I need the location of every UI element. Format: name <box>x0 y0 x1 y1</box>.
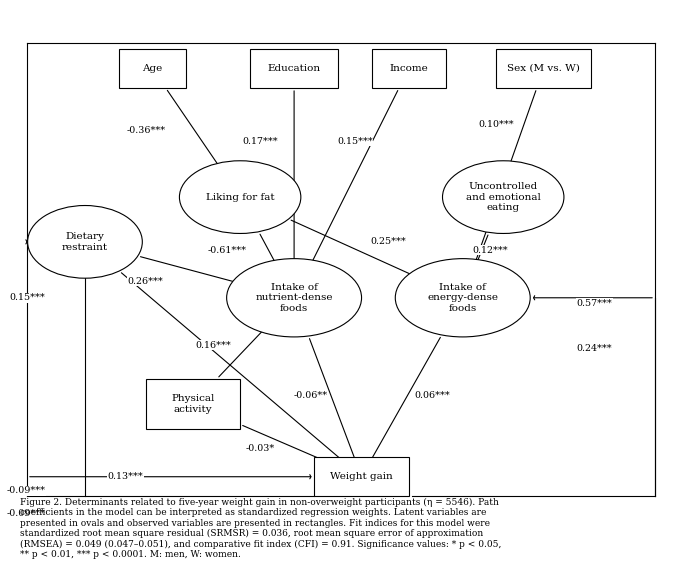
Ellipse shape <box>226 259 362 337</box>
Text: Sex (M vs. W): Sex (M vs. W) <box>507 64 580 73</box>
Ellipse shape <box>443 161 564 233</box>
FancyBboxPatch shape <box>119 49 186 88</box>
Text: 0.26***: 0.26*** <box>128 277 164 285</box>
Text: 0.25***: 0.25*** <box>371 237 407 246</box>
Ellipse shape <box>395 259 530 337</box>
Text: Uncontrolled
and emotional
eating: Uncontrolled and emotional eating <box>466 182 541 212</box>
Text: 0.06***: 0.06*** <box>415 391 450 400</box>
FancyBboxPatch shape <box>372 49 446 88</box>
Text: -0.03*: -0.03* <box>245 445 275 454</box>
Text: Liking for fat: Liking for fat <box>206 193 275 202</box>
Text: 0.10***: 0.10*** <box>479 120 514 129</box>
Text: -0.09***: -0.09*** <box>6 509 45 518</box>
FancyBboxPatch shape <box>314 457 409 496</box>
Text: Weight gain: Weight gain <box>330 472 393 481</box>
Ellipse shape <box>28 206 142 278</box>
Text: 0.15***: 0.15*** <box>337 137 373 146</box>
Text: 0.24***: 0.24*** <box>577 343 612 352</box>
Text: 0.16***: 0.16*** <box>195 341 231 350</box>
Text: Intake of
energy-dense
foods: Intake of energy-dense foods <box>427 283 498 312</box>
Text: Age: Age <box>142 64 163 73</box>
Text: -0.06**: -0.06** <box>294 391 328 400</box>
Text: -0.09***: -0.09*** <box>6 486 45 495</box>
FancyBboxPatch shape <box>146 379 240 429</box>
Text: Income: Income <box>390 64 428 73</box>
Text: 0.57***: 0.57*** <box>577 299 612 308</box>
Text: Figure 2. Determinants related to five-year weight gain in non-overweight partic: Figure 2. Determinants related to five-y… <box>20 498 502 559</box>
Text: 0.15***: 0.15*** <box>10 293 46 302</box>
Text: Education: Education <box>267 64 321 73</box>
Text: Intake of
nutrient-dense
foods: Intake of nutrient-dense foods <box>256 283 333 312</box>
Text: -0.61***: -0.61*** <box>207 246 246 255</box>
Text: 0.17***: 0.17*** <box>243 137 278 146</box>
Ellipse shape <box>180 161 301 233</box>
Text: Dietary
restraint: Dietary restraint <box>62 232 108 252</box>
Text: Physical
activity: Physical activity <box>171 395 215 414</box>
Text: -0.36***: -0.36*** <box>126 125 165 134</box>
FancyBboxPatch shape <box>250 49 338 88</box>
Text: 0.12***: 0.12*** <box>472 246 507 255</box>
Text: 0.13***: 0.13*** <box>107 472 143 481</box>
FancyBboxPatch shape <box>496 49 591 88</box>
